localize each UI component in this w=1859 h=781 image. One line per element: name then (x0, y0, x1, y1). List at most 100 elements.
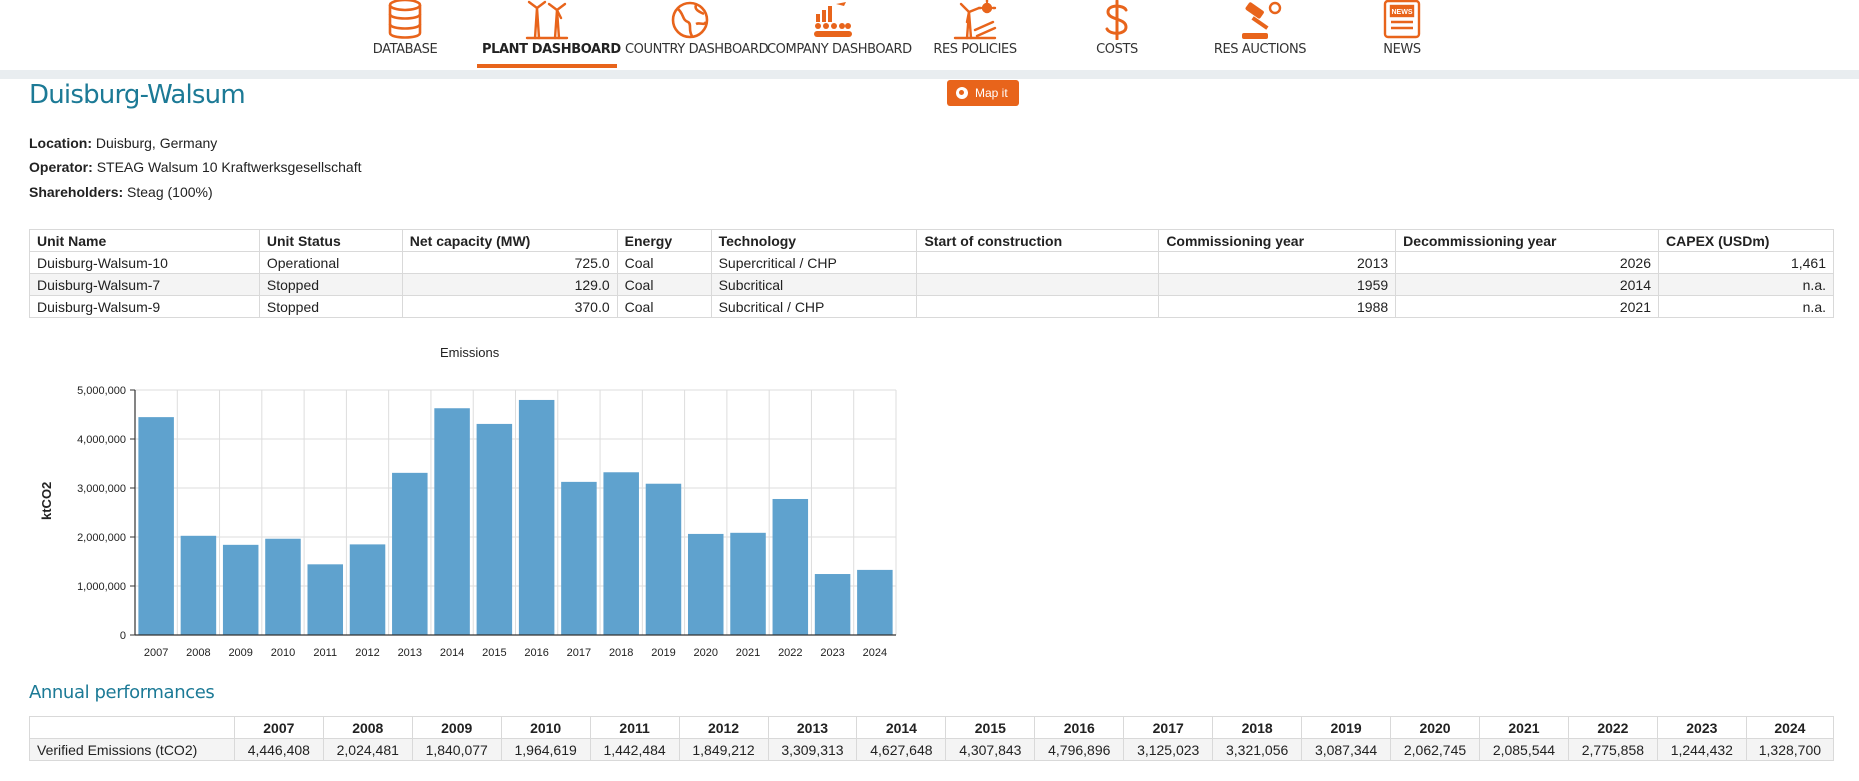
emission-value: 1,442,484 (589, 738, 680, 761)
year-header: 2010 (500, 716, 591, 739)
column-header[interactable]: Technology (710, 229, 918, 252)
year-header: 2014 (856, 716, 947, 739)
year-header: 2009 (411, 716, 502, 739)
company-people-icon (814, 2, 852, 37)
unit-status: Operational (258, 251, 403, 274)
bar (265, 538, 301, 635)
emission-value: 4,446,408 (233, 738, 324, 761)
energy: Coal (616, 251, 712, 274)
emission-value: 1,849,212 (678, 738, 769, 761)
year-header: 2007 (233, 716, 324, 739)
map-it-button[interactable]: Map it (947, 80, 1019, 106)
year-header: 2017 (1123, 716, 1214, 739)
gavel-icon (1242, 1, 1282, 39)
year-header: 2024 (1745, 716, 1835, 739)
column-header[interactable]: Unit Name (29, 229, 260, 252)
nav-plant-dashboard[interactable]: PLANT DASHBOARD (477, 0, 621, 70)
year-header: 2008 (322, 716, 413, 739)
technology: Subcritical / CHP (710, 295, 918, 318)
column-header[interactable]: Unit Status (258, 229, 403, 252)
x-tick-label: 2011 (313, 647, 337, 659)
column-header[interactable]: Commissioning year (1158, 229, 1397, 252)
bar (476, 423, 513, 635)
emission-value: 2,062,745 (1390, 738, 1480, 761)
emission-value: 1,328,700 (1745, 738, 1835, 761)
nav-res-policies[interactable]: RES POLICIES (910, 0, 1040, 70)
x-tick-label: 2010 (271, 647, 295, 659)
emission-value: 1,840,077 (411, 738, 502, 761)
location-line: Location: Duisburg, Germany (29, 135, 217, 151)
shareholders-label: Shareholders: (29, 184, 124, 200)
annual-performances-title: Annual performances (29, 682, 215, 703)
location-label: Location: (29, 135, 92, 151)
dollar-icon (1105, 0, 1128, 40)
chart-title: Emissions (440, 345, 500, 360)
nav-label-news: NEWS (1383, 42, 1421, 57)
nav-divider-band (0, 70, 1859, 79)
column-header[interactable]: Energy (616, 229, 712, 252)
unit-status: Stopped (258, 295, 403, 318)
bar (730, 532, 766, 635)
energy: Coal (616, 273, 712, 296)
emission-value: 3,321,056 (1212, 738, 1303, 761)
annual-header-row: 2007 2008 2009 2010 2011 2012 2013 2014 2015 2016… (29, 716, 1835, 739)
x-tick-label: 2008 (186, 647, 210, 659)
nav-label-costs: COSTS (1096, 42, 1138, 57)
page-title: Duisburg-Walsum (29, 80, 246, 110)
emission-value: 4,627,648 (856, 738, 947, 761)
commissioning-year: 1988 (1158, 295, 1397, 318)
x-tick-label: 2024 (863, 647, 887, 659)
operator-label: Operator: (29, 159, 93, 175)
bar (434, 408, 470, 635)
year-header: 2019 (1301, 716, 1392, 739)
x-tick-label: 2015 (482, 647, 506, 659)
year-header: 2022 (1567, 716, 1658, 739)
nav-label-database: DATABASE (372, 42, 438, 57)
column-header[interactable]: CAPEX (USDm) (1658, 229, 1834, 252)
year-header: 2012 (678, 716, 769, 739)
year-header: 2020 (1390, 716, 1480, 739)
year-header: 2018 (1212, 716, 1303, 739)
start-of-construction (916, 251, 1160, 274)
x-tick-label: 2007 (144, 647, 168, 659)
bar (307, 564, 344, 635)
decommissioning-year: 2026 (1395, 251, 1660, 274)
units-header-row: Unit Name Unit Status Net capacity (MW) … (29, 229, 1834, 252)
nav-res-auctions[interactable]: RES AUCTIONS (1195, 0, 1325, 70)
bar (349, 544, 386, 635)
nav-database[interactable]: DATABASE (340, 0, 470, 70)
energy: Coal (616, 295, 712, 318)
globe-icon (671, 1, 709, 39)
x-tick-label: 2020 (694, 647, 718, 659)
y-tick-label: 4,000,000 (77, 434, 126, 446)
nav-costs[interactable]: COSTS (1052, 0, 1182, 70)
column-header[interactable]: Start of construction (916, 229, 1160, 252)
map-it-label: Map it (975, 86, 1008, 100)
emissions-chart-svg: 0 1,000,000 2,000,000 3,000,000 4,000,000 5,0… (77, 385, 897, 659)
year-header: 2015 (945, 716, 1036, 739)
x-tick-label: 2009 (228, 647, 252, 659)
net-capacity: 370.0 (401, 295, 618, 318)
y-tick-label: 2,000,000 (77, 532, 126, 544)
nav-country-dashboard[interactable]: COUNTRY DASHBOARD (625, 0, 769, 70)
y-axis-label: ktCO2 (39, 481, 54, 520)
bar (645, 483, 682, 635)
table-row: Duisburg-Walsum-7 Stopped 129.0 Coal Sub… (29, 273, 1834, 296)
empty-header-cell (29, 716, 235, 739)
column-header[interactable]: Net capacity (MW) (401, 229, 618, 252)
location-value: Duisburg, Germany (95, 135, 218, 151)
year-header: 2016 (1034, 716, 1125, 739)
net-capacity: 129.0 (401, 273, 618, 296)
year-header: 2013 (767, 716, 858, 739)
column-header[interactable]: Decommissioning year (1395, 229, 1660, 252)
nav-news[interactable]: NEWS NEWS (1337, 0, 1467, 70)
wind-turbine-icon (525, 0, 569, 40)
globe-icon (956, 87, 968, 99)
bar (138, 417, 174, 635)
table-row: Duisburg-Walsum-10 Operational 725.0 Coa… (29, 251, 1834, 274)
nav-label-res-policies: RES POLICIES (933, 42, 1017, 57)
unit-name: Duisburg-Walsum-10 (29, 251, 260, 274)
nav-company-dashboard[interactable]: COMPANY DASHBOARD (767, 0, 912, 70)
nav-label-country-dashboard: COUNTRY DASHBOARD (625, 42, 769, 57)
emission-value: 1,244,432 (1656, 738, 1747, 761)
